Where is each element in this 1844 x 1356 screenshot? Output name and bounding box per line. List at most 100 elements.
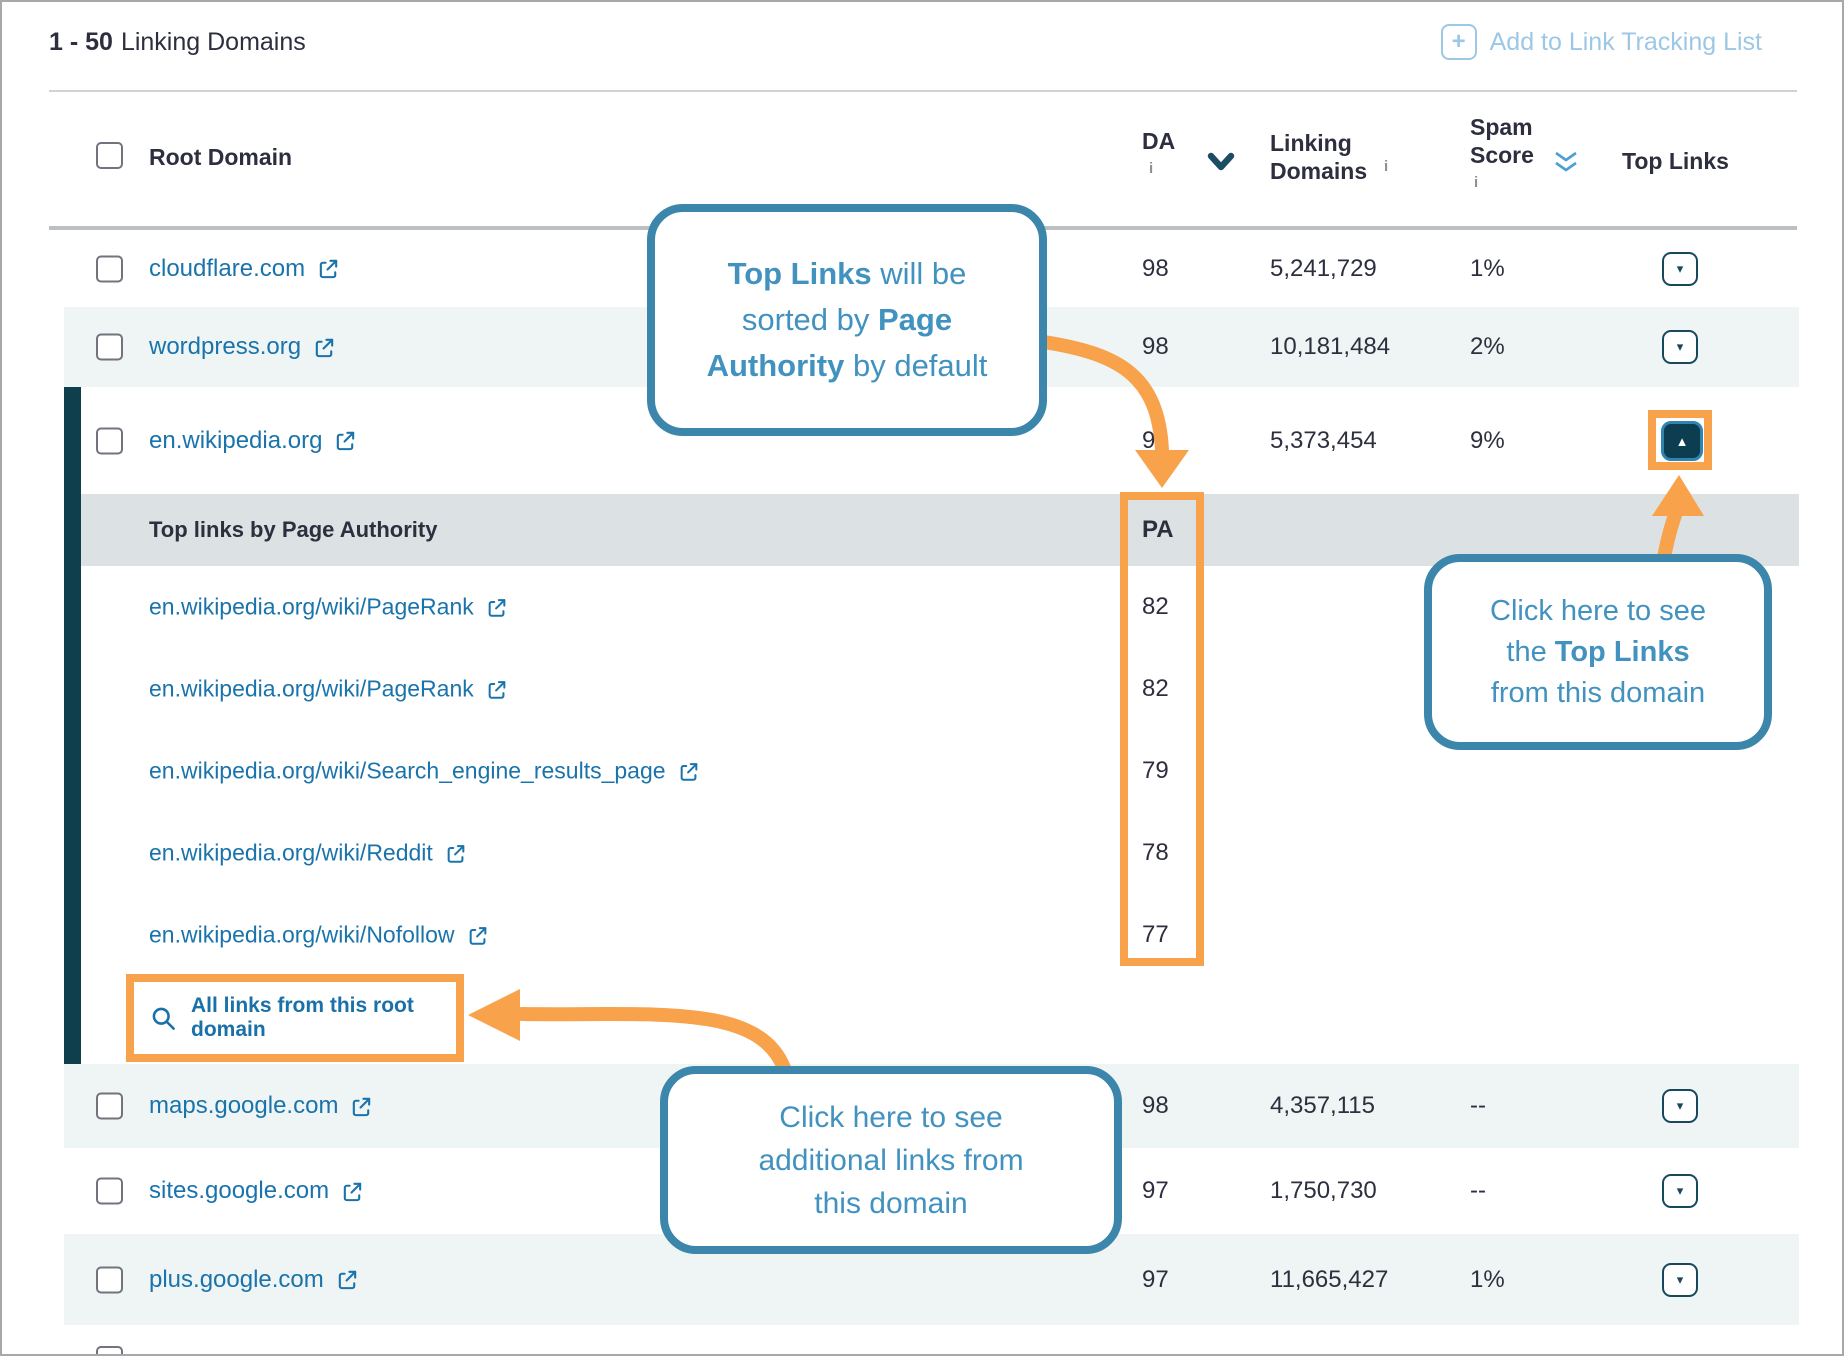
external-link-icon[interactable]	[350, 1095, 373, 1118]
callout-line: this domain	[814, 1186, 968, 1220]
annotation-callout-top-links-sort: Top Links will be sorted by Page Authori…	[647, 204, 1047, 436]
linking-domains-info-icon[interactable]: i	[1384, 158, 1389, 175]
da-info-icon[interactable]: i	[1149, 160, 1154, 177]
external-link-icon[interactable]	[336, 1268, 359, 1291]
select-all-checkbox[interactable]	[96, 142, 123, 169]
row-checkbox[interactable]	[96, 1092, 123, 1120]
linking-domains-value: 4,357,115	[1270, 1092, 1375, 1119]
caret-down-icon: ▾	[1676, 1271, 1684, 1287]
root-domain-link[interactable]: sites.google.com	[149, 1177, 330, 1204]
external-link-icon[interactable]	[486, 596, 508, 618]
callout-line: from this domain	[1490, 676, 1706, 709]
external-link-icon[interactable]	[341, 1180, 364, 1203]
da-value: 98	[1142, 1092, 1169, 1119]
external-link-icon[interactable]	[445, 842, 467, 864]
linking-domains-value: 5,373,454	[1270, 426, 1377, 454]
top-link-row: en.wikipedia.org/wiki/Nofollow 77	[81, 894, 1799, 976]
root-domain-link[interactable]: maps.google.com	[149, 1092, 339, 1119]
column-linking-domains: Linking Domains	[1270, 130, 1368, 184]
spam-score-value: --	[1470, 1177, 1486, 1204]
results-range: 1 - 50	[49, 28, 113, 56]
callout-line: Authority by default	[706, 348, 988, 383]
caret-down-icon: ▾	[1676, 1183, 1684, 1198]
spam-score-value: --	[1470, 1092, 1486, 1119]
results-count-title: 1 - 50 Linking Domains	[49, 28, 306, 57]
linking-domains-value: 1,750,730	[1270, 1177, 1377, 1204]
callout-line: additional links from	[758, 1143, 1024, 1177]
top-link-row: en.wikipedia.org/wiki/Reddit 78	[81, 812, 1799, 894]
annotation-callout-additional-links: Click here to see additional links from …	[660, 1066, 1122, 1254]
callout-line: Click here to see	[1490, 594, 1706, 627]
top-link-url[interactable]: en.wikipedia.org/wiki/Search_engine_resu…	[149, 757, 666, 784]
caret-down-icon: ▾	[1676, 339, 1684, 354]
spam-score-value: 9%	[1470, 426, 1505, 454]
spam-score-value: 1%	[1470, 1265, 1505, 1293]
external-link-icon[interactable]	[313, 336, 336, 359]
linking-domains-value: 5,241,729	[1270, 254, 1377, 282]
top-links-expand-button[interactable]: ▾	[1662, 251, 1698, 286]
pa-value: 82	[1142, 675, 1169, 702]
caret-down-icon: ▾	[1676, 1098, 1684, 1113]
da-value: 98	[1142, 426, 1169, 454]
da-value: 98	[1142, 254, 1169, 282]
plus-icon: +	[1440, 24, 1477, 60]
pa-column-highlight	[1120, 492, 1204, 966]
root-domain-link[interactable]: cloudflare.com	[149, 254, 306, 282]
external-link-icon[interactable]	[317, 257, 340, 280]
external-link-icon[interactable]	[467, 924, 489, 946]
top-link-url[interactable]: en.wikipedia.org/wiki/PageRank	[149, 675, 474, 702]
header-divider	[49, 90, 1797, 92]
callout-line: Top Links will be	[727, 256, 967, 291]
top-links-expand-button[interactable]: ▾	[1662, 330, 1698, 364]
external-link-icon[interactable]	[486, 678, 508, 700]
top-links-expand-button[interactable]: ▾	[1662, 1089, 1698, 1123]
external-link-icon[interactable]	[678, 760, 700, 782]
row-checkbox[interactable]	[96, 255, 123, 282]
all-links-label: All links from this root domain	[191, 994, 414, 1041]
all-links-from-root-domain-link[interactable]: All links from this root domain	[126, 974, 464, 1062]
row-checkbox[interactable]	[96, 1346, 123, 1354]
top-link-url[interactable]: en.wikipedia.org/wiki/Nofollow	[149, 921, 455, 948]
top-links-expand-button[interactable]: ▾	[1662, 1262, 1698, 1297]
spam-score-value: 2%	[1470, 333, 1505, 360]
pa-column-label: PA	[1142, 516, 1174, 543]
row-checkbox[interactable]	[96, 1266, 123, 1293]
da-value: 98	[1142, 333, 1169, 360]
spam-score-info-icon[interactable]: i	[1474, 174, 1479, 191]
top-link-url[interactable]: en.wikipedia.org/wiki/Reddit	[149, 839, 433, 866]
column-da: DA	[1142, 128, 1176, 154]
spam-score-sort-chevrons-icon[interactable]	[1550, 150, 1582, 176]
da-value: 97	[1142, 1265, 1169, 1293]
search-icon	[150, 1005, 177, 1032]
top-links-collapse-button[interactable]: ▲	[1661, 421, 1703, 461]
add-to-link-tracking-list-button[interactable]: + Add to Link Tracking List	[1440, 24, 1762, 60]
column-top-links: Top Links	[1622, 148, 1729, 174]
top-links-toggle-highlight	[1648, 410, 1712, 470]
linking-domains-value: 11,665,427	[1270, 1265, 1389, 1293]
external-link-icon[interactable]	[334, 429, 357, 452]
pa-value: 79	[1142, 757, 1169, 784]
callout-line: the Top Links	[1506, 635, 1690, 668]
annotation-callout-click-top-links: Click here to see the Top Links from thi…	[1424, 554, 1772, 750]
row-checkbox[interactable]	[96, 427, 123, 454]
spam-score-value: 1%	[1470, 254, 1505, 282]
linking-domains-value: 10,181,484	[1270, 333, 1391, 360]
root-domain-link[interactable]: wordpress.org	[149, 333, 302, 360]
column-root-domain: Root Domain	[149, 144, 293, 170]
callout-line: sorted by Page	[741, 302, 953, 337]
section-title: Top links by Page Authority	[149, 517, 438, 542]
pa-value: 78	[1142, 839, 1169, 866]
callout-line: Click here to see	[779, 1100, 1003, 1134]
da-sort-chevron-icon[interactable]	[1206, 152, 1236, 172]
root-domain-link[interactable]: plus.google.com	[149, 1265, 324, 1293]
root-domain-link[interactable]: en.wikipedia.org	[149, 426, 323, 454]
column-spam-score: Spam Score	[1470, 114, 1534, 168]
top-links-expand-button[interactable]: ▾	[1662, 1174, 1698, 1208]
pa-value: 82	[1142, 593, 1169, 620]
caret-down-icon: ▾	[1676, 260, 1684, 276]
caret-up-icon: ▲	[1675, 433, 1689, 449]
row-checkbox[interactable]	[96, 1177, 123, 1205]
top-link-url[interactable]: en.wikipedia.org/wiki/PageRank	[149, 593, 474, 620]
add-to-link-tracking-list-label: Add to Link Tracking List	[1489, 27, 1762, 56]
row-checkbox[interactable]	[96, 333, 123, 361]
